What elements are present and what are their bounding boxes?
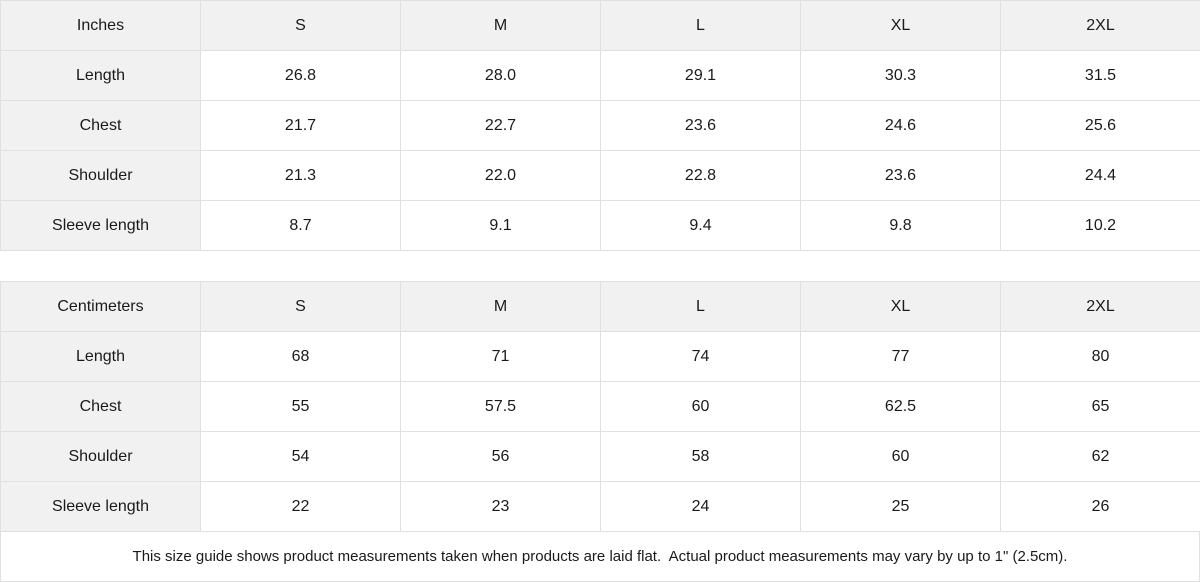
measurement-value: 9.8 [801, 201, 1001, 251]
table-separator-gap [0, 251, 1200, 281]
measurement-value: 31.5 [1001, 51, 1200, 101]
measurement-value: 22.7 [401, 101, 601, 151]
measurement-value: 21.7 [201, 101, 401, 151]
measurement-value: 60 [801, 432, 1001, 482]
measurement-value: 25.6 [1001, 101, 1200, 151]
measurement-value: 74 [601, 332, 801, 382]
measurement-label: Length [1, 332, 201, 382]
measurement-value: 23.6 [601, 101, 801, 151]
measurement-value: 24.4 [1001, 151, 1200, 201]
measurement-value: 24 [601, 482, 801, 532]
measurement-value: 62 [1001, 432, 1200, 482]
measurement-value: 21.3 [201, 151, 401, 201]
measurement-value: 56 [401, 432, 601, 482]
measurement-value: 30.3 [801, 51, 1001, 101]
measurement-value: 10.2 [1001, 201, 1200, 251]
size-header-xl: XL [801, 282, 1001, 332]
measurement-value: 9.4 [601, 201, 801, 251]
measurement-value: 28.0 [401, 51, 601, 101]
size-guide-footnote-row: This size guide shows product measuremen… [0, 532, 1200, 582]
measurement-value: 58 [601, 432, 801, 482]
unit-header: Centimeters [1, 282, 201, 332]
measurement-value: 22.0 [401, 151, 601, 201]
size-header-2xl: 2XL [1001, 282, 1200, 332]
measurement-value: 8.7 [201, 201, 401, 251]
measurement-value: 65 [1001, 382, 1200, 432]
measurement-value: 80 [1001, 332, 1200, 382]
unit-header: Inches [1, 1, 201, 51]
size-header-l: L [601, 1, 801, 51]
measurement-label: Length [1, 51, 201, 101]
size-header-m: M [401, 1, 601, 51]
size-header-s: S [201, 282, 401, 332]
measurement-value: 26 [1001, 482, 1200, 532]
measurement-label: Sleeve length [1, 201, 201, 251]
measurement-value: 29.1 [601, 51, 801, 101]
size-guide-footnote-text: This size guide shows product measuremen… [133, 548, 1068, 565]
measurement-value: 68 [201, 332, 401, 382]
size-header-xl: XL [801, 1, 1001, 51]
measurement-label: Shoulder [1, 151, 201, 201]
measurement-label: Sleeve length [1, 482, 201, 532]
measurement-value: 55 [201, 382, 401, 432]
measurement-value: 25 [801, 482, 1001, 532]
measurement-value: 23.6 [801, 151, 1001, 201]
size-header-l: L [601, 282, 801, 332]
measurement-value: 62.5 [801, 382, 1001, 432]
measurement-value: 26.8 [201, 51, 401, 101]
measurement-value: 22.8 [601, 151, 801, 201]
measurement-value: 60 [601, 382, 801, 432]
measurement-value: 24.6 [801, 101, 1001, 151]
measurement-label: Shoulder [1, 432, 201, 482]
size-header-s: S [201, 1, 401, 51]
size-header-2xl: 2XL [1001, 1, 1200, 51]
measurement-label: Chest [1, 382, 201, 432]
measurement-value: 23 [401, 482, 601, 532]
measurement-value: 54 [201, 432, 401, 482]
measurement-value: 57.5 [401, 382, 601, 432]
measurement-value: 22 [201, 482, 401, 532]
measurement-label: Chest [1, 101, 201, 151]
measurement-value: 77 [801, 332, 1001, 382]
measurement-value: 71 [401, 332, 601, 382]
measurement-value: 9.1 [401, 201, 601, 251]
size-header-m: M [401, 282, 601, 332]
